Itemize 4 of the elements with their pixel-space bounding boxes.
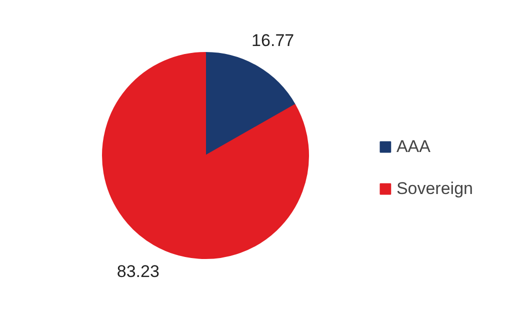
data-label: 16.77 xyxy=(252,30,294,50)
legend-label: AAA xyxy=(396,136,430,156)
legend-label: Sovereign xyxy=(396,178,473,198)
data-label: 83.23 xyxy=(116,262,160,282)
